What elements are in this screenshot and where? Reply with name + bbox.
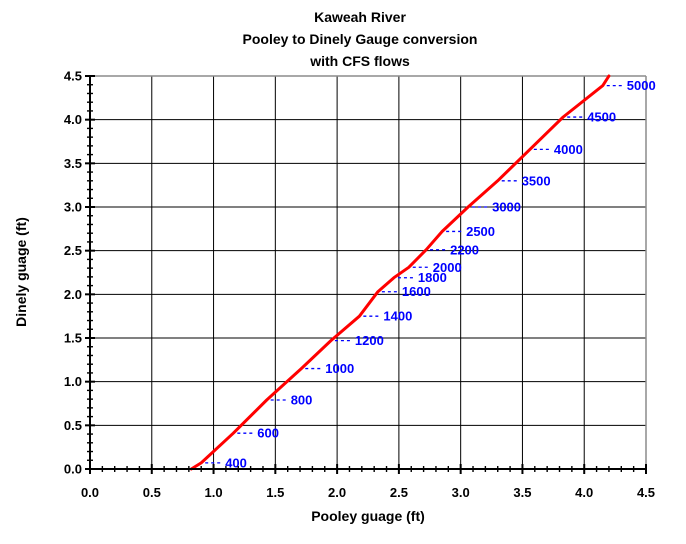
flow-label: 400 (225, 455, 247, 470)
x-axis-title: Pooley guage (ft) (311, 508, 425, 524)
flow-label: 600 (257, 426, 279, 441)
y-tick-label: 4.0 (64, 112, 82, 127)
y-tick-label: 3.5 (64, 156, 82, 171)
y-tick-label: 1.5 (64, 331, 82, 346)
y-tick-label: 0.5 (64, 418, 82, 433)
flow-label: 2500 (466, 224, 495, 239)
flow-label: 3000 (492, 200, 521, 215)
conversion-curve (189, 74, 611, 471)
x-tick-label: 3.5 (513, 485, 531, 500)
chart-title-line1: Kaweah River (314, 9, 406, 25)
y-tick-label: 1.0 (64, 374, 82, 389)
flow-label: 3500 (522, 173, 551, 188)
y-tick-label: 2.0 (64, 287, 82, 302)
y-tick-label: 2.5 (64, 243, 82, 258)
x-tick-label: 0.0 (81, 485, 99, 500)
x-tick-label: 4.5 (637, 485, 655, 500)
x-tick-label: 1.0 (205, 485, 223, 500)
flow-label: 2000 (433, 260, 462, 275)
y-tick-label: 0.0 (64, 462, 82, 477)
x-tick-label: 4.0 (575, 485, 593, 500)
flow-label: 2200 (450, 242, 479, 257)
flow-label: 1800 (418, 270, 447, 285)
chart-title-line2: Pooley to Dinely Gauge conversion (242, 31, 478, 47)
x-tick-label: 2.5 (390, 485, 408, 500)
flow-label: 1400 (383, 309, 412, 324)
y-tick-label: 3.0 (64, 200, 82, 215)
flow-label: 1200 (355, 333, 384, 348)
flow-label: 4500 (587, 110, 616, 125)
flow-label: 5000 (627, 78, 656, 93)
x-tick-label: 2.0 (328, 485, 346, 500)
x-tick-label: 3.0 (452, 485, 470, 500)
x-tick-label: 1.5 (266, 485, 284, 500)
y-tick-label: 4.5 (64, 69, 82, 84)
flow-label: 1000 (325, 361, 354, 376)
flow-label: 4000 (554, 142, 583, 157)
flow-label: 800 (291, 393, 313, 408)
x-tick-label: 0.5 (143, 485, 161, 500)
chart-title-line3: with CFS flows (310, 53, 410, 69)
chart-title: Kaweah River Pooley to Dinely Gauge conv… (60, 6, 660, 72)
flow-label: 1600 (402, 284, 431, 299)
y-axis-title-text: Dinely guage (ft) (13, 217, 29, 327)
